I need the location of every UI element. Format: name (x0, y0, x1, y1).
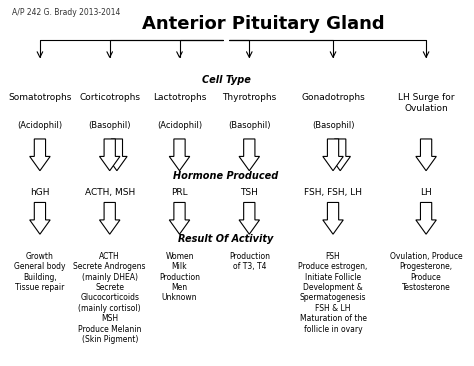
Text: Corticotrophs: Corticotrophs (79, 93, 140, 102)
Text: Ovulation, Produce
Progesterone,
Produce
Testosterone: Ovulation, Produce Progesterone, Produce… (390, 252, 463, 292)
Text: Thyrotrophs: Thyrotrophs (222, 93, 276, 102)
Text: (Acidophil): (Acidophil) (18, 121, 63, 130)
Text: Women
Milk
Production
Men
Unknown: Women Milk Production Men Unknown (159, 252, 200, 302)
Text: LH Surge for
Ovulation: LH Surge for Ovulation (398, 93, 455, 112)
Polygon shape (239, 202, 260, 234)
Polygon shape (239, 139, 260, 171)
Text: Anterior Pituitary Gland: Anterior Pituitary Gland (142, 15, 384, 34)
Text: (Acidophil): (Acidophil) (157, 121, 202, 130)
Text: Result Of Activity: Result Of Activity (178, 234, 273, 244)
Polygon shape (169, 139, 190, 171)
Text: ACTH
Secrete Androgens
(mainly DHEA)
Secrete
Glucocorticoids
(mainly cortisol)
M: ACTH Secrete Androgens (mainly DHEA) Sec… (73, 252, 146, 344)
Text: FSH, FSH, LH: FSH, FSH, LH (304, 188, 362, 197)
Polygon shape (323, 139, 343, 171)
Polygon shape (416, 202, 437, 234)
Text: Somatotrophs: Somatotrophs (8, 93, 72, 102)
Polygon shape (169, 202, 190, 234)
Text: PRL: PRL (171, 188, 188, 197)
Text: Production
of T3, T4: Production of T3, T4 (229, 252, 270, 271)
Text: (Basophil): (Basophil) (228, 121, 271, 130)
Text: Hormone Produced: Hormone Produced (173, 171, 279, 181)
Text: FSH
Produce estrogen,
Initiate Follicle
Development &
Spermatogenesis
FSH & LH
M: FSH Produce estrogen, Initiate Follicle … (298, 252, 368, 334)
Text: LH: LH (420, 188, 432, 197)
Polygon shape (330, 139, 350, 171)
Text: (Basophil): (Basophil) (312, 121, 354, 130)
Polygon shape (416, 139, 437, 171)
Polygon shape (30, 139, 50, 171)
Polygon shape (30, 202, 50, 234)
Polygon shape (100, 202, 120, 234)
Text: A/P 242 G. Brady 2013-2014: A/P 242 G. Brady 2013-2014 (12, 8, 120, 18)
Polygon shape (323, 202, 343, 234)
Text: hGH: hGH (30, 188, 50, 197)
Text: TSH: TSH (240, 188, 258, 197)
Text: Cell Type: Cell Type (201, 75, 250, 86)
Text: Growth
General body
Building,
Tissue repair: Growth General body Building, Tissue rep… (14, 252, 66, 292)
Text: (Basophil): (Basophil) (89, 121, 131, 130)
Text: Gonadotrophs: Gonadotrophs (301, 93, 365, 102)
Text: Lactotrophs: Lactotrophs (153, 93, 206, 102)
Text: ACTH, MSH: ACTH, MSH (84, 188, 135, 197)
Polygon shape (100, 139, 120, 171)
Polygon shape (107, 139, 127, 171)
